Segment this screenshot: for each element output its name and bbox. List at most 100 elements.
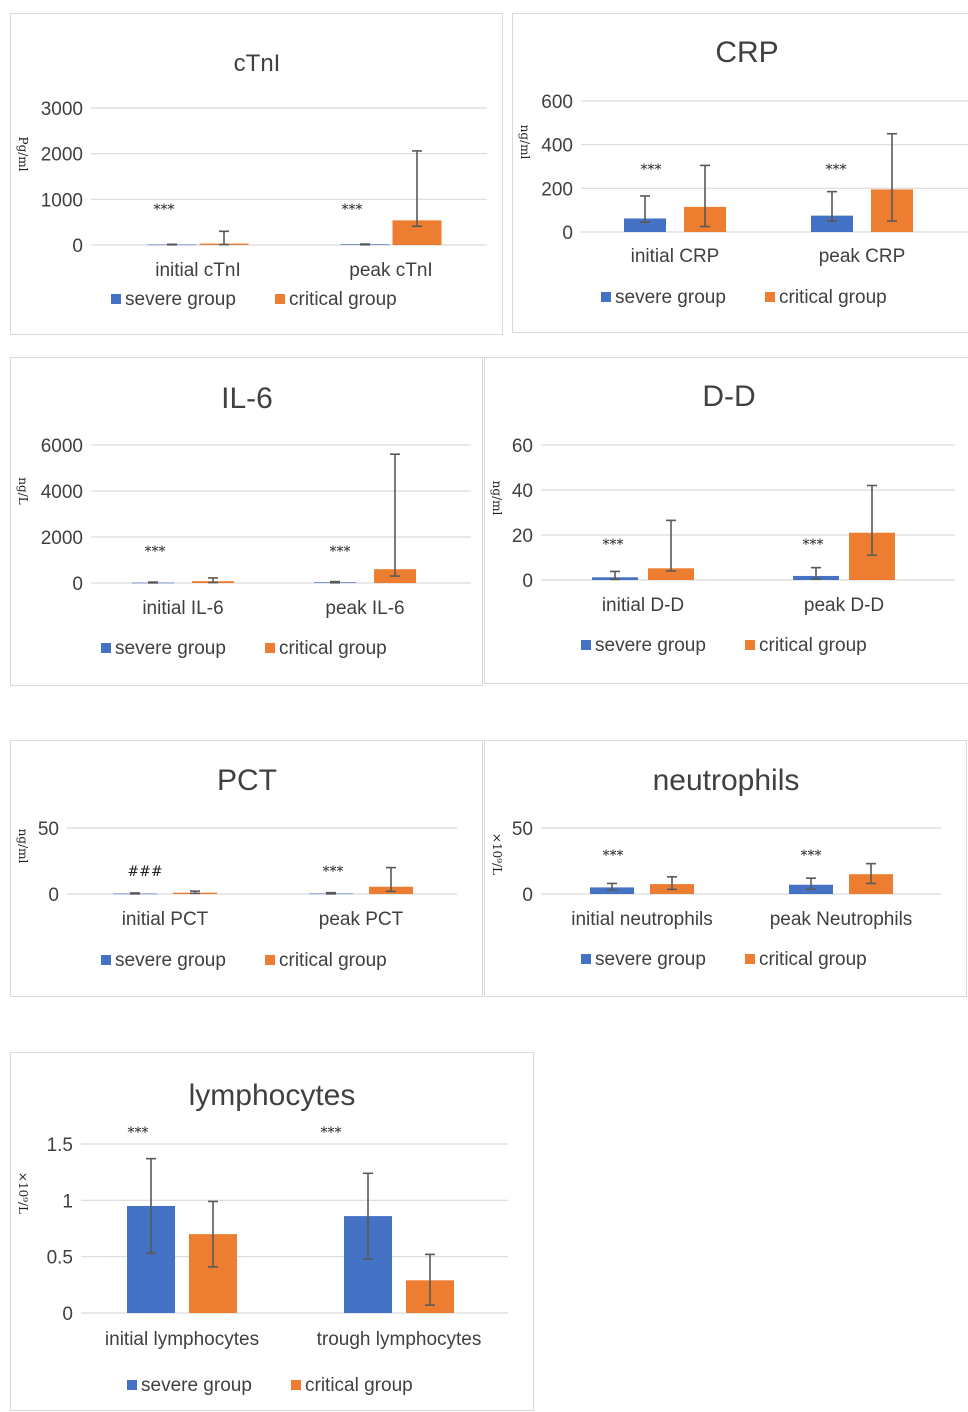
legend-swatch: [745, 640, 755, 650]
error-bar-severe-group-peak-pct: [326, 893, 336, 894]
y-tick-label: 3000: [41, 99, 83, 120]
y-tick-label: 0: [522, 885, 533, 906]
legend-swatch: [101, 955, 111, 965]
y-tick-label: 600: [541, 92, 573, 113]
x-category-label: initial IL-6: [142, 598, 223, 619]
legend-item-severe-group: severe group: [101, 638, 226, 659]
significance-marker: ***: [323, 864, 344, 880]
error-bar-critical-group-peak-il-6: [390, 454, 400, 576]
error-bar-severe-group-initial-pct: [130, 893, 140, 894]
legend-swatch: [765, 292, 775, 302]
x-category-label: peak CRP: [819, 246, 906, 267]
legend-label: critical group: [779, 287, 887, 308]
significance-marker: ***: [603, 848, 624, 864]
legend-swatch: [101, 643, 111, 653]
legend-item-critical-group: critical group: [265, 950, 387, 971]
legend-label: critical group: [289, 289, 397, 310]
legend-swatch: [291, 1380, 301, 1390]
x-category-label: initial lymphocytes: [105, 1329, 259, 1350]
legend-item-severe-group: severe group: [101, 950, 226, 971]
y-tick-label: 60: [512, 436, 533, 457]
x-category-label: initial neutrophils: [571, 909, 713, 930]
significance-marker: ***: [641, 162, 662, 178]
legend-label: severe group: [115, 950, 226, 971]
legend-label: severe group: [615, 287, 726, 308]
significance-marker: ***: [342, 202, 363, 218]
significance-marker: ###: [127, 864, 162, 880]
y-tick-label: 1000: [41, 190, 83, 211]
y-axis-unit-label: ×10⁹/L: [490, 833, 504, 875]
legend-label: severe group: [125, 289, 236, 310]
legend-label: critical group: [305, 1375, 413, 1396]
error-bar-critical-group-initial-il-6: [208, 578, 218, 583]
x-category-label: peak cTnI: [349, 260, 432, 281]
error-bar-critical-group-initial-d-d: [666, 520, 676, 571]
significance-marker: ***: [128, 1125, 149, 1141]
y-tick-label: 2000: [41, 145, 83, 166]
error-bar-critical-group-peak-ctni: [412, 151, 422, 226]
error-bar-severe-group-initial-crp: [640, 196, 650, 222]
chart-title-neutrophils: neutrophils: [653, 764, 800, 797]
y-axis-unit-label: Pg/ml: [16, 136, 30, 171]
significance-marker: ***: [826, 162, 847, 178]
y-tick-label: 50: [38, 819, 59, 840]
y-tick-label: 200: [541, 179, 573, 200]
significance-marker: ***: [321, 1125, 342, 1141]
y-tick-label: 1.5: [47, 1135, 73, 1156]
error-bar-severe-group-initial-il-6: [148, 582, 158, 583]
y-tick-label: 1: [62, 1191, 73, 1212]
y-tick-label: 0: [72, 236, 83, 257]
legend-item-severe-group: severe group: [581, 949, 706, 970]
legend-swatch: [581, 640, 591, 650]
x-category-label: initial PCT: [122, 909, 209, 930]
y-axis-unit-label: ng/ml: [16, 829, 30, 864]
legend-item-critical-group: critical group: [265, 638, 387, 659]
legend-swatch: [581, 954, 591, 964]
legend-label: critical group: [759, 635, 867, 656]
y-tick-label: 400: [541, 136, 573, 157]
y-tick-label: 6000: [41, 436, 83, 457]
error-bar-critical-group-initial-ctni: [219, 231, 229, 244]
error-bar-severe-group-peak-il-6: [330, 582, 340, 583]
legend-swatch: [265, 643, 275, 653]
y-axis-unit-label: ng/ml: [490, 481, 504, 516]
error-bar-severe-group-peak-ctni: [360, 244, 370, 245]
chart-title-crp: CRP: [715, 36, 778, 69]
y-tick-label: 2000: [41, 528, 83, 549]
significance-marker: ***: [603, 537, 624, 553]
y-axis-unit-label: ng/ml: [518, 125, 532, 160]
legend-item-severe-group: severe group: [127, 1375, 252, 1396]
legend-label: severe group: [115, 638, 226, 659]
legend-swatch: [601, 292, 611, 302]
legend-item-critical-group: critical group: [745, 949, 867, 970]
chart-title-pct: PCT: [217, 764, 277, 797]
x-category-label: initial CRP: [631, 246, 720, 267]
chart-title-lymphocytes: lymphocytes: [189, 1079, 356, 1112]
legend-label: severe group: [595, 949, 706, 970]
legend-item-severe-group: severe group: [601, 287, 726, 308]
y-tick-label: 40: [512, 481, 533, 502]
legend-item-severe-group: severe group: [111, 289, 236, 310]
legend-item-critical-group: critical group: [275, 289, 397, 310]
y-tick-label: 0: [62, 1304, 73, 1325]
significance-marker: ***: [803, 537, 824, 553]
y-tick-label: 0: [522, 571, 533, 592]
chart-title-d-d: D-D: [702, 380, 755, 413]
error-bar-critical-group-initial-pct: [190, 891, 200, 893]
y-tick-label: 0: [72, 574, 83, 595]
legend-item-severe-group: severe group: [581, 635, 706, 656]
significance-marker: ***: [801, 848, 822, 864]
legend-item-critical-group: critical group: [765, 287, 887, 308]
legend-label: critical group: [279, 638, 387, 659]
legend-label: critical group: [279, 950, 387, 971]
y-tick-label: 50: [512, 819, 533, 840]
